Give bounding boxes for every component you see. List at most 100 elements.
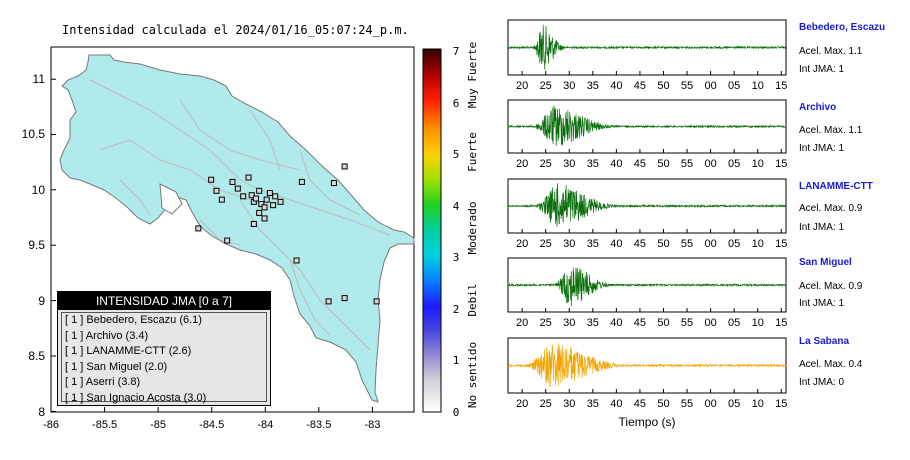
colorbar-label: No sentido — [466, 342, 479, 408]
station-marker — [373, 298, 380, 305]
waveform-tick-label: 05 — [728, 80, 740, 92]
waveform-tick-label: 55 — [681, 238, 693, 250]
colorbar-labels: No sentido Debil Moderado Fuerte Muy Fue… — [466, 42, 479, 408]
legend-item: [ 1 ] Aserri (3.8) — [65, 376, 141, 388]
station-name: Archivo — [799, 102, 837, 113]
waveform-tick-label: 00 — [704, 398, 716, 410]
waveform-x-label: Tiempo (s) — [619, 415, 676, 429]
station-acel: Acel. Max. 0.9 — [799, 203, 863, 214]
waveform-tick-label: 35 — [587, 80, 599, 92]
x-tick-label: -86 — [43, 419, 59, 431]
colorbar-label: Fuerte — [466, 132, 479, 172]
station-marker — [258, 201, 265, 208]
map-x-ticks — [50, 407, 373, 412]
station-jma: Int JMA: 1 — [799, 143, 845, 154]
station-marker — [298, 178, 305, 185]
waveform-tick-label: 15 — [775, 317, 787, 329]
station-marker — [277, 198, 284, 205]
colorbar — [422, 48, 442, 413]
station-marker — [270, 202, 277, 209]
station-marker — [218, 196, 225, 203]
station-marker — [234, 185, 241, 192]
waveform-tick-label: 05 — [728, 398, 740, 410]
y-tick-label: 8.5 — [28, 349, 45, 363]
station-acel: Acel. Max. 1.1 — [799, 125, 863, 136]
station-marker — [248, 192, 255, 199]
waveform-tick-label: 55 — [681, 398, 693, 410]
waveform-tick-label: 50 — [657, 317, 669, 329]
waveform-tick-label: 05 — [728, 158, 740, 170]
waveform-trace — [507, 267, 787, 307]
legend-item: [ 1 ] San Ignacio Acosta (3.0) — [65, 391, 207, 404]
waveform-tick-label: 05 — [728, 317, 740, 329]
station-marker — [261, 215, 268, 222]
waveform-tick-label: 35 — [587, 158, 599, 170]
y-tick-label: 10.5 — [22, 127, 46, 141]
station-name: LANAMME-CTT — [799, 181, 873, 192]
legend-item: [ 1 ] LANAMME-CTT (2.6) — [65, 345, 192, 357]
waveform-tick-label: 40 — [610, 158, 622, 170]
waveform-tick-label: 00 — [704, 158, 716, 170]
nicoya-gulf — [159, 183, 183, 215]
waveform-tick-label: 00 — [704, 238, 716, 250]
waveform-tick-label: 25 — [540, 80, 552, 92]
legend-list: [ 1 ] Bebedero, Escazu (6.1) [ 1 ] Archi… — [61, 312, 267, 404]
station-marker — [252, 195, 259, 202]
station-name: La Sabana — [799, 336, 850, 347]
station-acel: Acel. Max. 0.9 — [799, 281, 863, 292]
colorbar-tick: 4 — [453, 200, 460, 213]
waveform-tick-label: 25 — [540, 158, 552, 170]
waveform-tick-label: 20 — [516, 398, 528, 410]
station-marker — [245, 174, 252, 181]
waveform-tick-label: 45 — [634, 158, 646, 170]
colorbar-label: Muy Fuerte — [466, 42, 479, 108]
waveform-tick-label: 50 — [657, 80, 669, 92]
x-tick-label: -84.5 — [199, 419, 224, 431]
waveform-tick-label: 15 — [775, 398, 787, 410]
waveform-tick-label: 45 — [634, 317, 646, 329]
colorbar-tick: 3 — [453, 251, 460, 264]
waveform-tick-label: 40 — [610, 398, 622, 410]
waveform-tick-label: 15 — [775, 80, 787, 92]
waveform-trace — [507, 183, 787, 227]
waveform-tick-label: 55 — [681, 158, 693, 170]
waveform-trace — [507, 24, 787, 70]
waveform-tick-label: 50 — [657, 398, 669, 410]
legend-item: [ 1 ] Bebedero, Escazu (6.1) — [65, 314, 202, 326]
waveform-tick-label: 10 — [752, 317, 764, 329]
waveform-tick-label: 30 — [563, 80, 575, 92]
waveform-trace — [507, 105, 787, 147]
station-marker — [208, 176, 215, 183]
legend-item: [ 1 ] San Miguel (2.0) — [65, 360, 168, 373]
waveform-tick-label: 15 — [775, 238, 787, 250]
x-tick-label: -83 — [364, 419, 380, 431]
intensity-legend: INTENSIDAD JMA [0 a 7] [ 1 ] Bebedero, E… — [57, 291, 271, 406]
waveform-tick-label: 20 — [516, 238, 528, 250]
colorbar-tick: 2 — [453, 303, 460, 316]
station-acel: Acel. Max. 1.1 — [799, 46, 863, 57]
waveform-tick-label: 00 — [704, 80, 716, 92]
waveform-tick-label: 30 — [563, 238, 575, 250]
waveform-tick-label: 30 — [563, 317, 575, 329]
colorbar-tick: 1 — [453, 354, 460, 367]
waveform-tick-label: 35 — [587, 317, 599, 329]
station-marker — [330, 180, 337, 187]
waveform-tick-label: 35 — [587, 238, 599, 250]
x-tick-label: -84 — [257, 419, 273, 431]
colorbar-tick: 6 — [453, 97, 460, 110]
waveform-tick-label: 05 — [728, 238, 740, 250]
colorbar-tick: 5 — [453, 148, 460, 161]
waveform-tick-label: 40 — [610, 317, 622, 329]
station-marker — [261, 204, 268, 211]
station-marker — [266, 190, 273, 196]
waveform-tick-label: 30 — [563, 158, 575, 170]
y-tick-label: 11 — [33, 72, 46, 86]
waveform-tick-label: 35 — [587, 398, 599, 410]
station-jma: Int JMA: 1 — [799, 64, 845, 75]
waveform-tick-label: 55 — [681, 80, 693, 92]
map-x-tick-labels: -86 -85.5 -85 -84.5 -84 -83.5 -83 — [43, 419, 380, 431]
y-tick-label: 9 — [38, 294, 45, 308]
waveform-tick-label: 40 — [610, 80, 622, 92]
station-marker — [341, 295, 348, 302]
road-network — [89, 79, 391, 351]
